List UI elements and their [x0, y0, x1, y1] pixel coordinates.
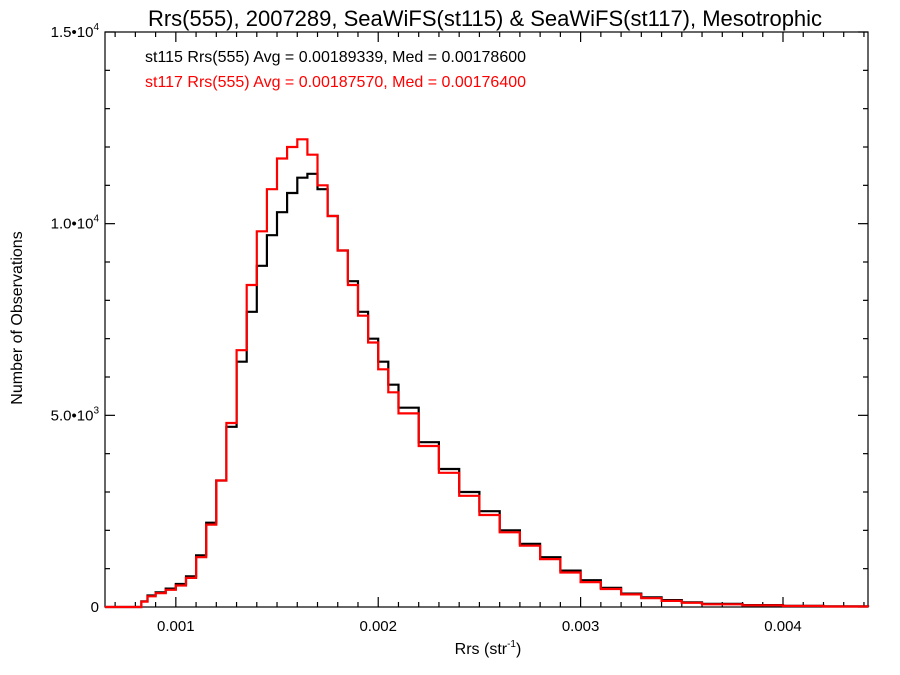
y-tick-label: 1.0•104	[51, 214, 100, 233]
y-tick-label: 0	[91, 599, 99, 616]
series-layer	[105, 138, 870, 609]
series-line-st115	[105, 172, 870, 609]
annotation-st115: st115 Rrs(555) Avg = 0.00189339, Med = 0…	[145, 49, 526, 66]
x-axis-label: Rrs (str-1)	[455, 639, 522, 658]
x-axis-label-sup: -1	[507, 639, 516, 650]
annotation-st117: st117 Rrs(555) Avg = 0.00187570, Med = 0…	[145, 74, 526, 91]
y-axis-label: Number of Observations	[9, 231, 26, 404]
x-axis-label-close: )	[516, 641, 521, 658]
plot-frame	[104, 31, 869, 608]
x-axis-label-main: Rrs (str	[455, 641, 508, 658]
y-tick-label: 1.5•104	[51, 22, 100, 41]
x-axis: 0.001 0.002 0.003 0.004	[114, 32, 865, 635]
x-tick-label: 0.003	[562, 618, 600, 635]
annotations: st115 Rrs(555) Avg = 0.00189339, Med = 0…	[145, 49, 526, 91]
series-line-st117	[105, 138, 870, 609]
y-axis: 0 5.0•103 1.0•104 1.5•104	[51, 22, 868, 616]
x-tick-label: 0.002	[359, 618, 397, 635]
x-tick-label: 0.004	[764, 618, 802, 635]
chart-title: Rrs(555), 2007289, SeaWiFS(st115) & SeaW…	[148, 6, 822, 31]
y-tick-label: 5.0•103	[51, 405, 100, 424]
x-tick-label: 0.001	[157, 618, 195, 635]
